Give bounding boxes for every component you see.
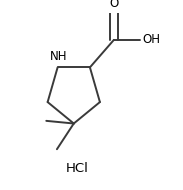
Text: HCl: HCl: [66, 162, 89, 175]
Text: OH: OH: [142, 33, 160, 46]
Text: O: O: [109, 0, 118, 10]
Text: NH: NH: [50, 50, 67, 63]
